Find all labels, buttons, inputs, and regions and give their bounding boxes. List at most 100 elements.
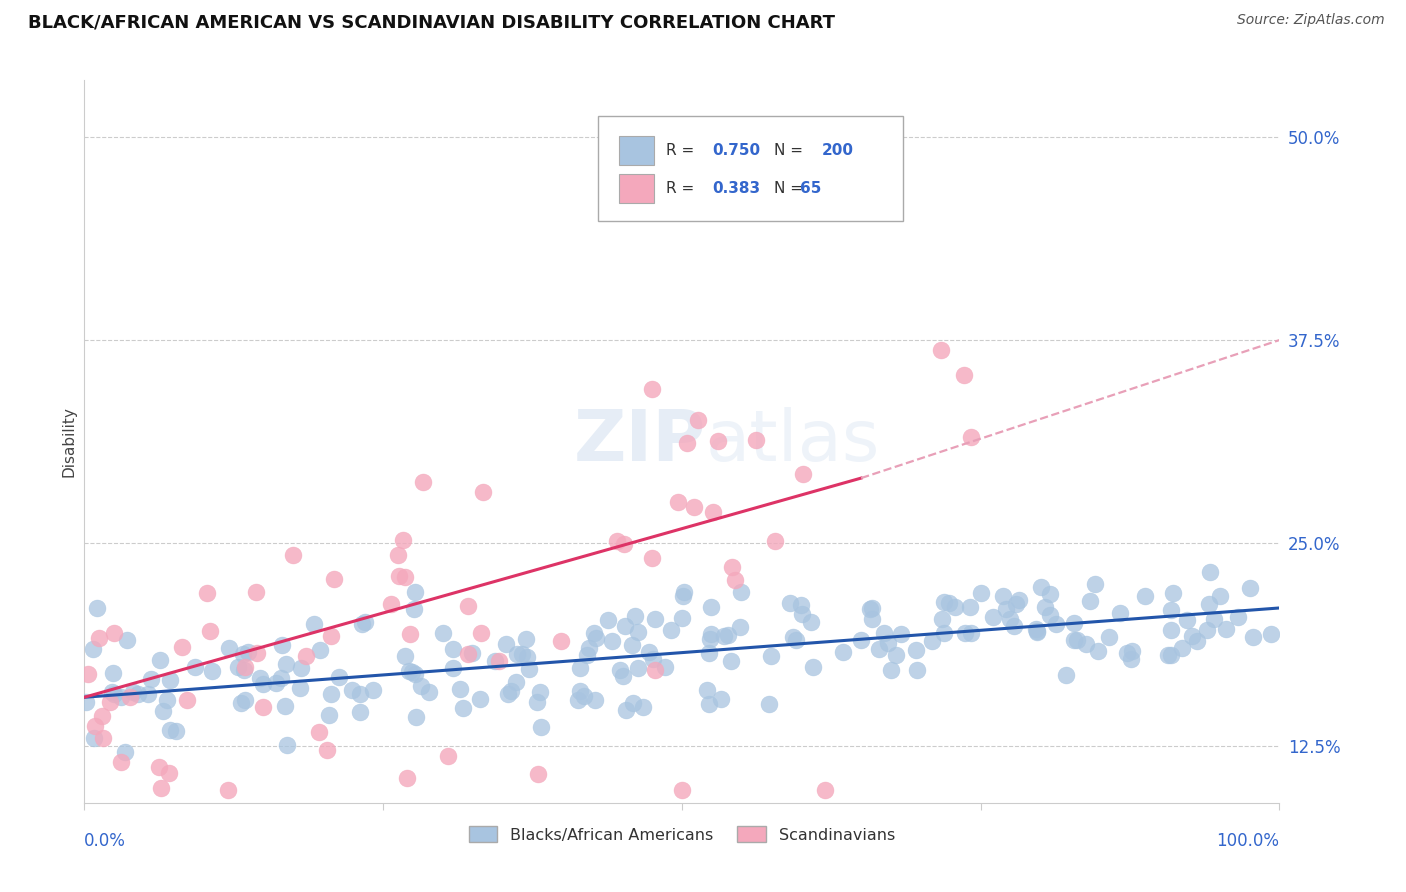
Point (859, 602, 882, 616)
Point (276, 657, 298, 672)
Point (1066, 633, 1088, 648)
Point (148, 760, 170, 774)
Point (349, 705, 371, 719)
Point (550, 634, 572, 648)
FancyBboxPatch shape (599, 117, 903, 221)
Point (955, 626, 977, 640)
Point (621, 696, 644, 710)
Point (1202, 612, 1225, 626)
Point (510, 647, 533, 661)
Point (236, 645, 259, 659)
Point (505, 648, 527, 662)
Text: 200: 200 (821, 143, 853, 158)
Point (1160, 603, 1182, 617)
Point (394, 648, 416, 663)
Point (1000, 612, 1022, 626)
Point (401, 665, 423, 679)
Point (578, 640, 600, 655)
Point (1084, 576, 1107, 591)
Point (1121, 643, 1143, 657)
Point (1039, 587, 1062, 601)
Point (814, 782, 837, 797)
Point (90, 709, 112, 723)
Point (905, 643, 928, 657)
Point (624, 609, 647, 624)
Point (86, 600, 108, 615)
Point (943, 600, 966, 615)
Point (1074, 636, 1097, 650)
Point (676, 436, 699, 450)
Point (606, 534, 628, 549)
Point (641, 382, 664, 396)
Text: ZIP: ZIP (574, 407, 706, 476)
Text: N =: N = (773, 143, 808, 158)
Point (270, 671, 292, 685)
Point (526, 695, 548, 709)
Point (114, 745, 136, 759)
Text: R =: R = (666, 143, 700, 158)
Point (516, 649, 538, 664)
Point (404, 601, 426, 615)
Point (457, 648, 479, 662)
Point (496, 687, 519, 701)
Point (183, 660, 205, 674)
Point (118, 690, 141, 704)
Point (83, 731, 105, 745)
Point (1025, 624, 1047, 638)
Text: R =: R = (666, 181, 700, 196)
Point (700, 600, 723, 615)
Text: N =: N = (773, 181, 808, 196)
Point (659, 623, 682, 637)
Point (176, 692, 198, 706)
Point (700, 627, 723, 641)
Point (724, 574, 747, 588)
Point (457, 599, 479, 614)
Point (873, 625, 896, 640)
Point (495, 637, 517, 651)
Point (418, 685, 440, 699)
Point (699, 632, 721, 647)
Point (318, 708, 340, 723)
Point (641, 652, 664, 666)
Point (157, 766, 180, 780)
Point (1002, 619, 1025, 633)
Point (1063, 615, 1085, 630)
Point (308, 725, 330, 739)
Point (83, 719, 105, 733)
Point (530, 720, 553, 734)
Point (960, 626, 983, 640)
Point (1097, 630, 1119, 644)
Point (1025, 622, 1047, 636)
Point (319, 687, 342, 701)
Point (612, 669, 634, 683)
Point (569, 660, 592, 674)
FancyBboxPatch shape (619, 136, 654, 165)
Point (1133, 589, 1156, 603)
Point (600, 633, 623, 648)
Point (529, 684, 551, 698)
Point (398, 664, 420, 678)
Point (702, 505, 724, 519)
Point (761, 649, 783, 664)
Point (246, 646, 269, 660)
Point (1195, 624, 1218, 638)
Point (633, 700, 655, 714)
Point (101, 665, 124, 680)
Point (288, 681, 311, 695)
Point (860, 601, 883, 615)
Point (931, 612, 953, 626)
Point (614, 703, 637, 717)
Point (1005, 598, 1028, 612)
Point (461, 647, 484, 661)
Point (77, 667, 100, 681)
Point (991, 589, 1014, 603)
Point (1039, 607, 1062, 622)
Point (782, 630, 804, 644)
Point (232, 647, 254, 661)
Point (245, 584, 267, 599)
Point (75, 694, 97, 708)
FancyBboxPatch shape (619, 174, 654, 203)
Point (1241, 630, 1264, 644)
Point (165, 724, 187, 739)
Point (932, 625, 955, 640)
